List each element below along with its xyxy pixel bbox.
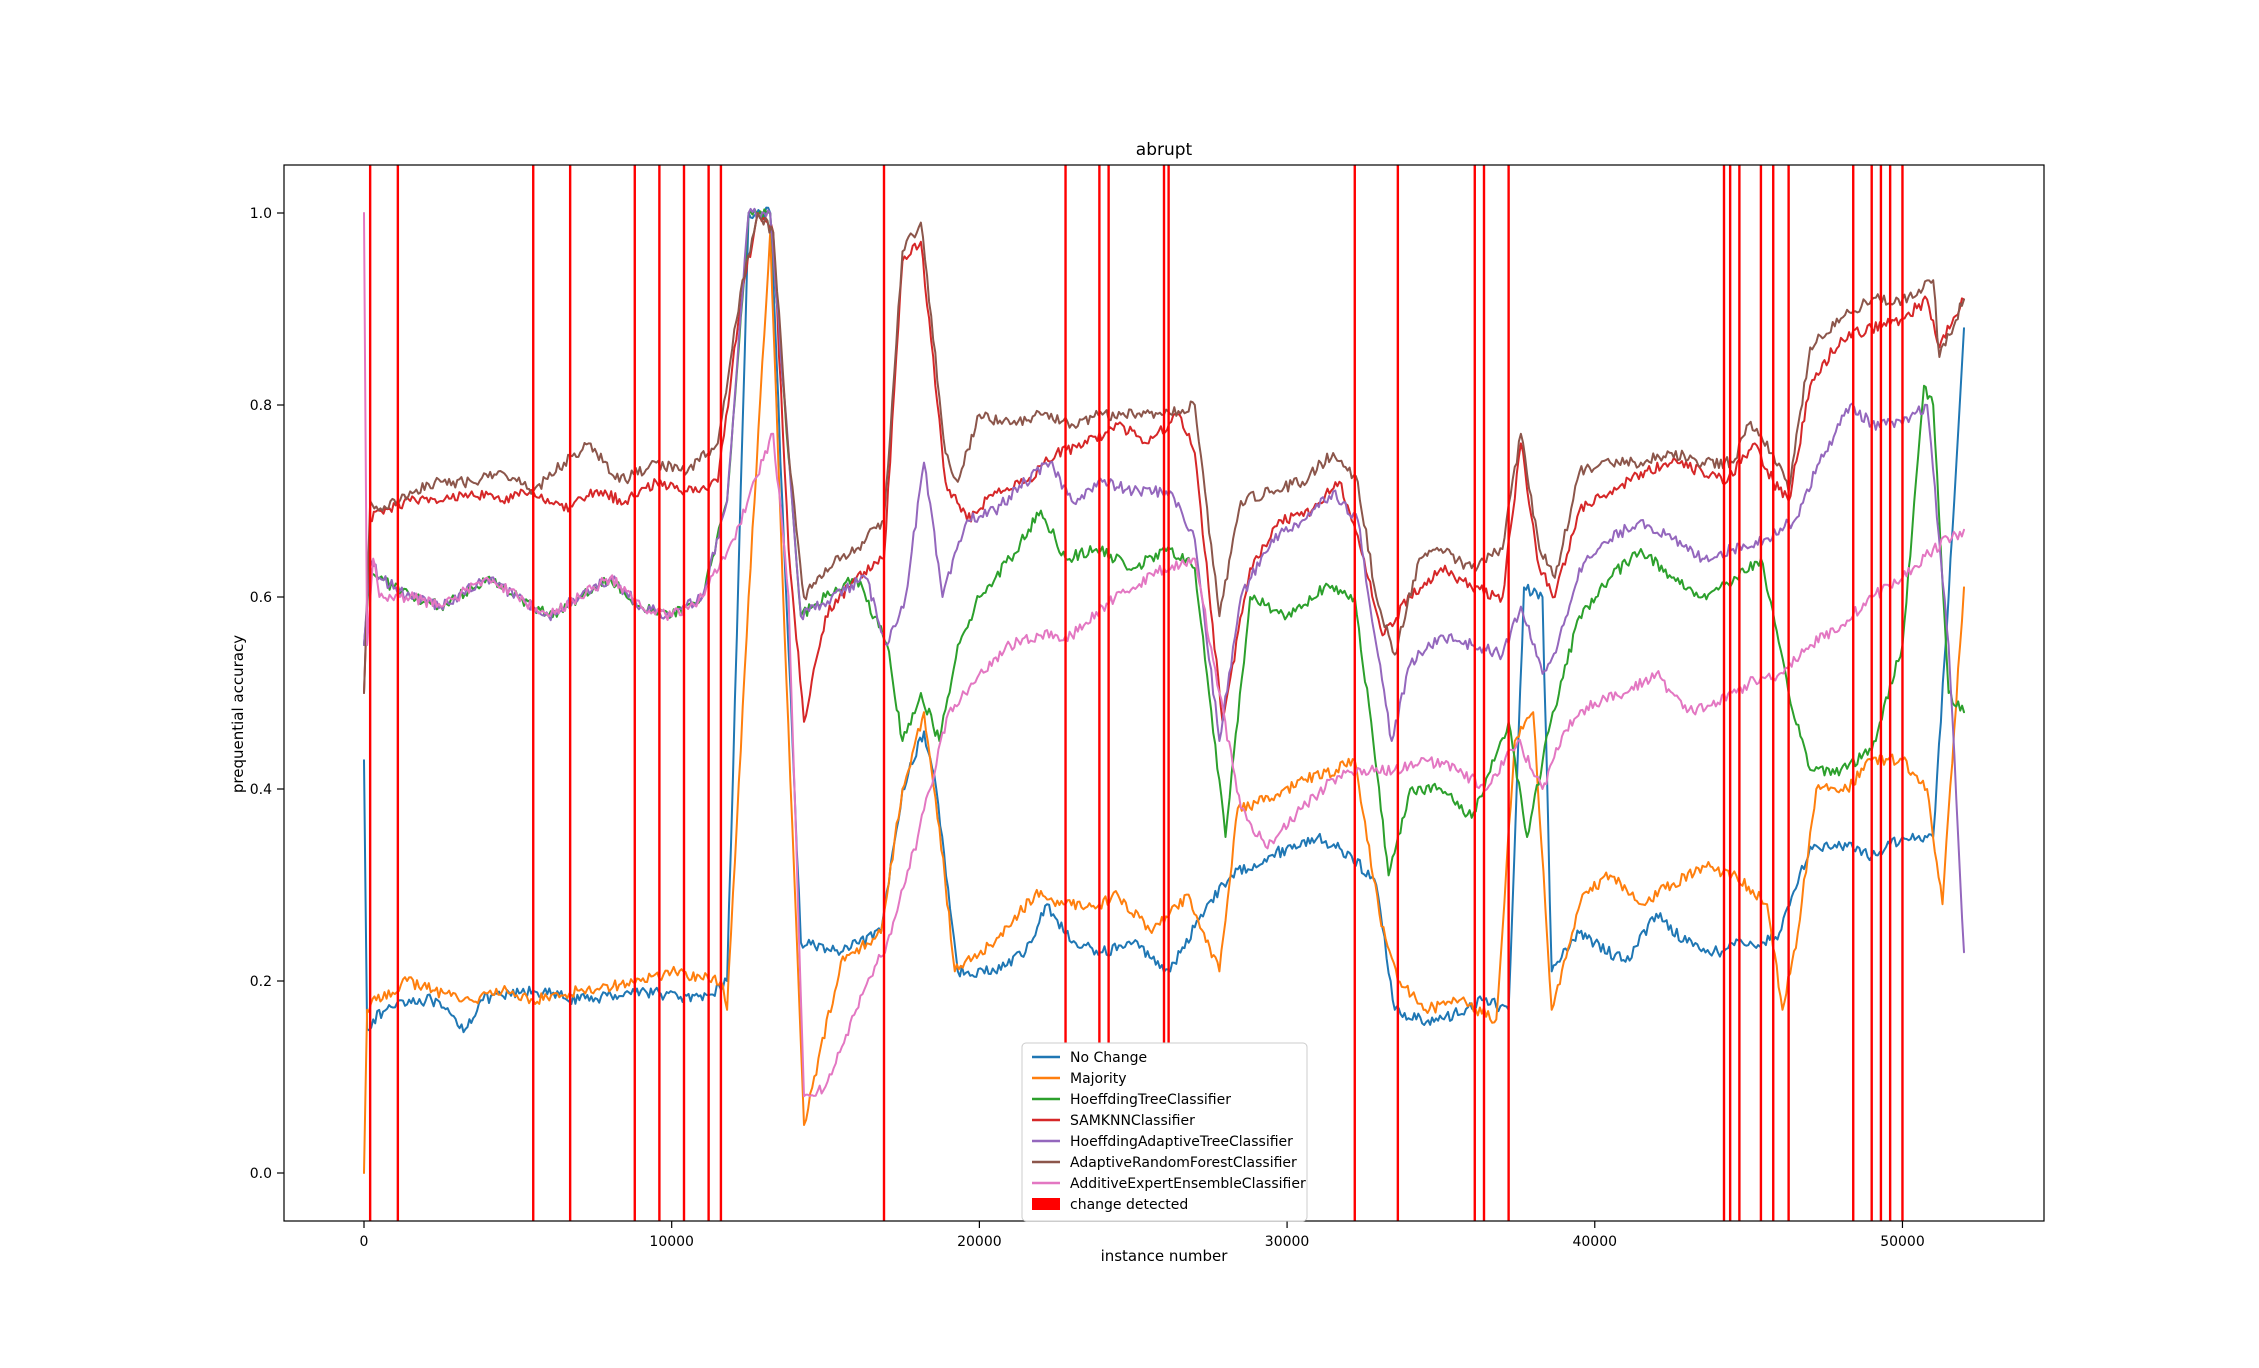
legend-swatch-change	[1032, 1198, 1060, 1210]
series-line-majority	[363, 231, 1965, 1174]
x-tick-label: 0	[360, 1234, 369, 1250]
series-line-no-change	[363, 206, 1965, 1034]
legend-label-change: change detected	[1070, 1197, 1188, 1213]
legend-label: AdditiveExpertEnsembleClassifier	[1070, 1176, 1306, 1192]
legend-label: No Change	[1070, 1050, 1147, 1066]
y-tick-label: 0.2	[250, 974, 272, 990]
legend-label: AdaptiveRandomForestClassifier	[1070, 1155, 1297, 1171]
legend-label: HoeffdingTreeClassifier	[1070, 1092, 1231, 1108]
legend: No Change Majority HoeffdingTreeClassifier…	[1021, 1042, 1308, 1222]
change-markers	[368, 165, 1904, 1221]
x-tick-label: 50000	[1880, 1234, 1925, 1250]
chart-title: abrupt	[1136, 140, 1193, 160]
legend-label: HoeffdingAdaptiveTreeClassifier	[1070, 1134, 1293, 1150]
y-axis-label: prequential accuracy	[229, 635, 247, 793]
y-tick-label: 0.8	[250, 398, 272, 414]
legend-label: SAMKNNClassifier	[1070, 1113, 1195, 1129]
legend-label: Majority	[1070, 1071, 1127, 1087]
plot-area	[363, 165, 1965, 1221]
x-tick-label: 40000	[1572, 1234, 1617, 1250]
x-tick-label: 30000	[1265, 1234, 1310, 1250]
y-tick-label: 0.4	[250, 782, 272, 798]
legend-frame	[1021, 1042, 1308, 1222]
series-line-additiveexpertensembleclassifier	[363, 212, 1965, 1098]
y-tick-label: 1.0	[250, 206, 272, 222]
y-tick-label: 0.6	[250, 590, 272, 606]
y-tick-label: 0.0	[250, 1166, 272, 1182]
x-axis-label: instance number	[1101, 1247, 1229, 1265]
x-tick-label: 10000	[649, 1234, 694, 1250]
x-tick-label: 20000	[957, 1234, 1002, 1250]
